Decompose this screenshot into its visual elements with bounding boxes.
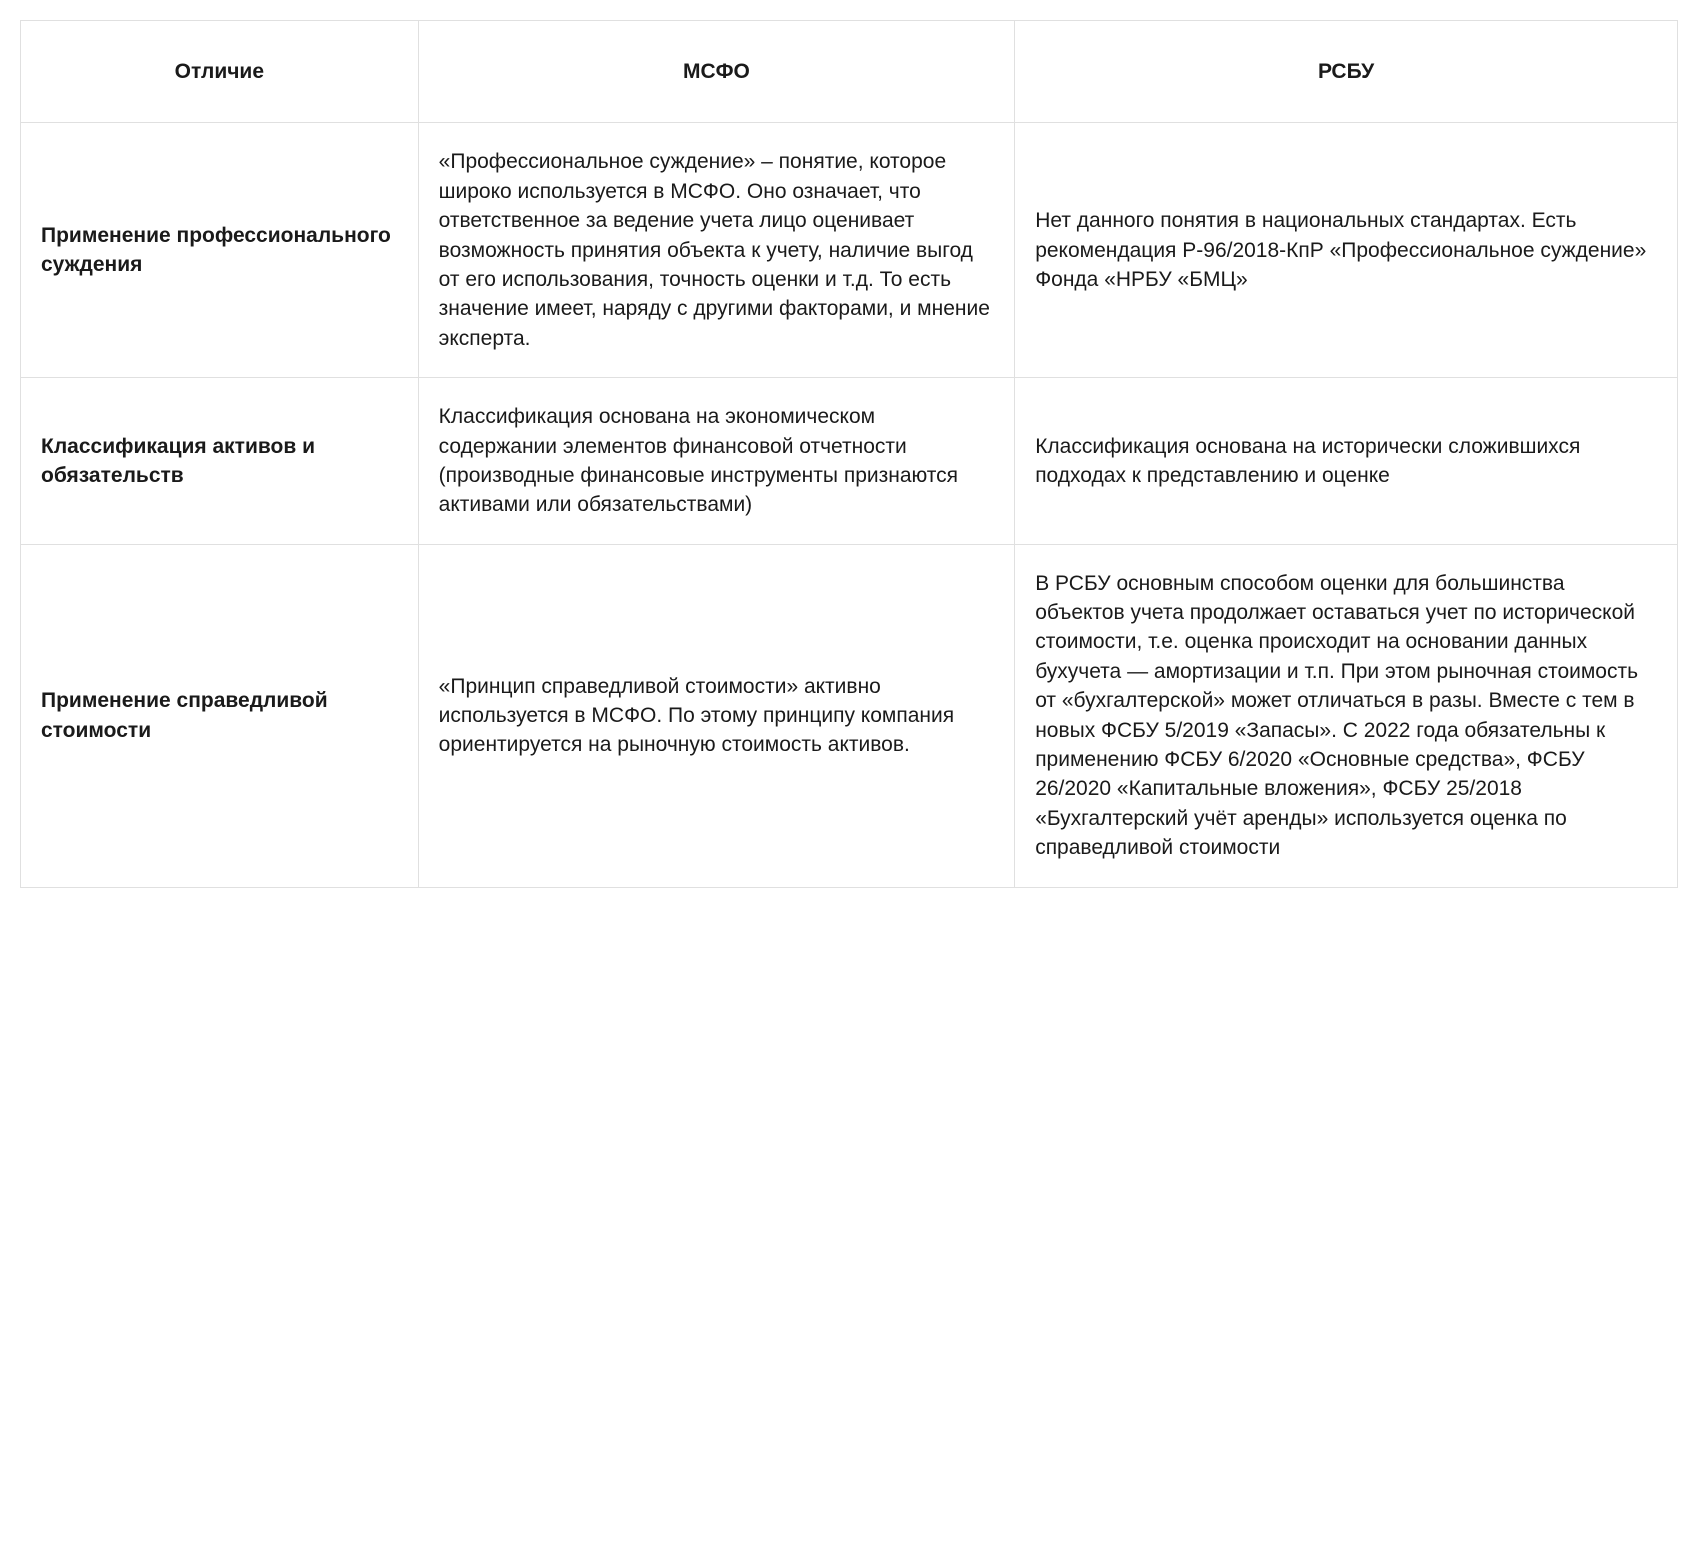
cell-msfo: «Профессиональное суждение» – понятие, к… (418, 123, 1015, 378)
table-row: Классификация активов и обязательств Кла… (21, 378, 1678, 545)
table-row: Применение справедливой стоимости «Принц… (21, 544, 1678, 887)
table-body: Применение профессионального суждения «П… (21, 123, 1678, 887)
cell-rsbu: В РСБУ основным способом оценки для боль… (1015, 544, 1678, 887)
cell-rsbu: Классификация основана на исторически сл… (1015, 378, 1678, 545)
cell-msfo: «Принцип справедливой стоимости» активно… (418, 544, 1015, 887)
comparison-table: Отличие МСФО РСБУ Применение профессиона… (20, 20, 1678, 888)
row-label: Применение справедливой стоимости (21, 544, 419, 887)
table-row: Применение профессионального суждения «П… (21, 123, 1678, 378)
header-rsbu: РСБУ (1015, 21, 1678, 123)
cell-msfo: Классификация основана на экономическом … (418, 378, 1015, 545)
header-msfo: МСФО (418, 21, 1015, 123)
cell-rsbu: Нет данного понятия в национальных станд… (1015, 123, 1678, 378)
row-label: Классификация активов и обязательств (21, 378, 419, 545)
table-header: Отличие МСФО РСБУ (21, 21, 1678, 123)
table-header-row: Отличие МСФО РСБУ (21, 21, 1678, 123)
header-difference: Отличие (21, 21, 419, 123)
row-label: Применение профессионального суждения (21, 123, 419, 378)
